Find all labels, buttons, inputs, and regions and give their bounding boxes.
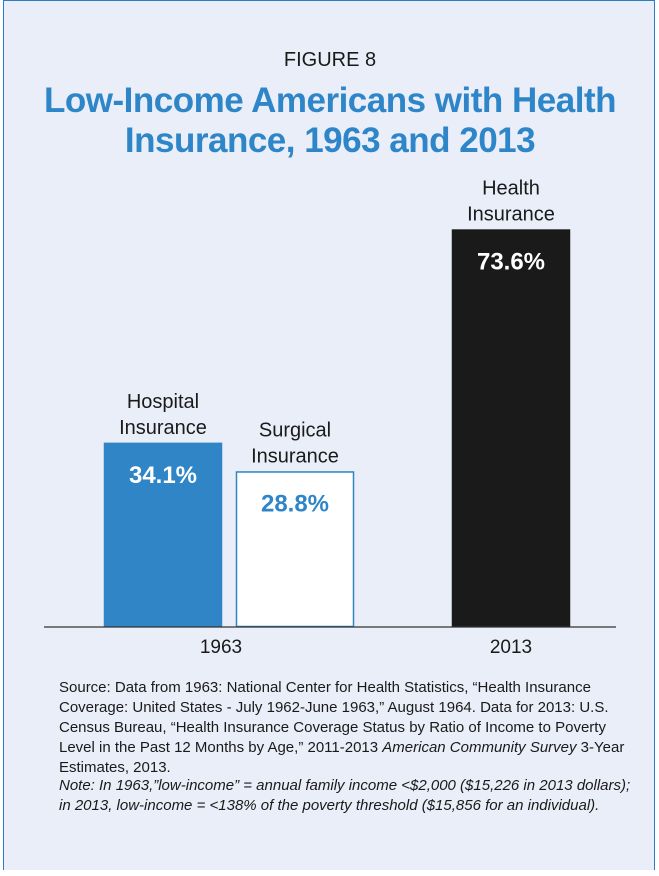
- source-survey-name: American Community Survey: [382, 739, 577, 756]
- bar-value-label: 28.8%: [261, 490, 329, 517]
- source-part-2: 3-Year Estimates, 2013.: [59, 739, 625, 776]
- chart-title: Low-Income Americans with Health Insuran…: [4, 81, 656, 161]
- bar-value-label: 34.1%: [129, 462, 197, 489]
- source-text: Source: Data from 1963: National Center …: [59, 678, 639, 778]
- bar-health-insurance: [451, 229, 571, 628]
- bar-hospital-insurance: [103, 442, 223, 628]
- x-tick-label: 2013: [490, 637, 532, 658]
- bar-name-label: Hospital: [127, 391, 199, 413]
- bar-name-label: Surgical: [259, 419, 331, 441]
- x-tick-label: 1963: [200, 637, 242, 658]
- chart-title-line-1: Low-Income Americans with Health: [44, 81, 616, 120]
- bar-chart: 34.1% Hospital Insurance 28.8% Surgical Insur…: [44, 178, 616, 658]
- bar-name-label: Insurance: [251, 445, 339, 467]
- bar-name-label: Insurance: [467, 204, 555, 226]
- bar-name-label: Insurance: [119, 417, 207, 439]
- figure-label: FIGURE 8: [283, 49, 377, 71]
- bar-name-label: Health: [482, 178, 540, 200]
- figure-panel: FIGURE 8 Low-Income Americans with Healt…: [3, 0, 655, 870]
- source-part-1: Source: Data from 1963: National Center …: [59, 679, 609, 756]
- bar-value-label: 73.6%: [477, 249, 545, 276]
- bar-surgical-insurance: [235, 471, 355, 628]
- chart-title-line-2: Insurance, 1963 and 2013: [124, 121, 536, 160]
- note-text: Note: In 1963,”low-income” = annual fami…: [59, 777, 631, 814]
